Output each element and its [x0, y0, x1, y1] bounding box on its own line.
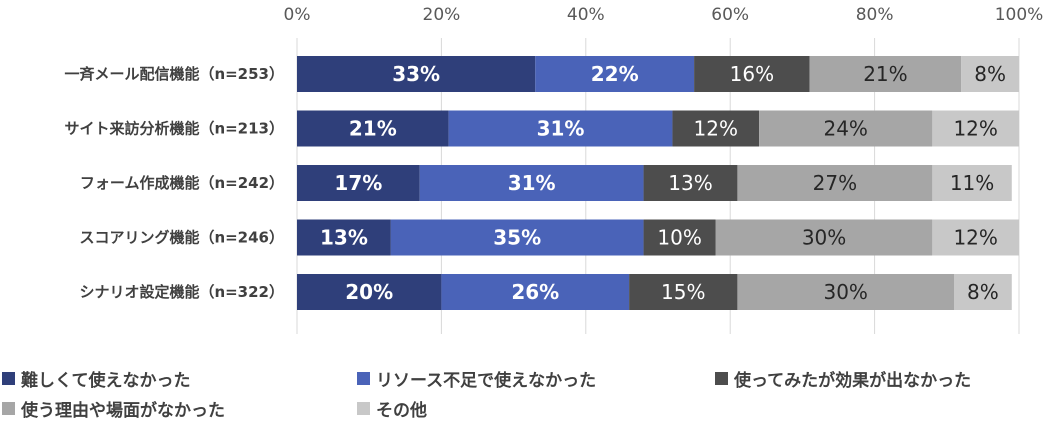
legend-label: 使ってみたが効果が出なかった — [734, 371, 972, 391]
bar-segment — [297, 219, 391, 256]
legend-swatch — [2, 402, 15, 415]
bar-segment — [672, 110, 760, 147]
bar-segment — [694, 56, 810, 92]
bar-segment — [932, 219, 1019, 256]
x-tick-label: 0% — [284, 5, 311, 25]
data-label: 12% — [953, 117, 997, 141]
bar-segment — [932, 165, 1012, 201]
bar-segment — [809, 56, 962, 92]
bar-segment — [448, 110, 673, 147]
data-label: 13% — [320, 226, 368, 250]
legend-swatch — [357, 372, 370, 385]
data-label: 8% — [974, 62, 1006, 86]
data-label: 12% — [694, 117, 738, 141]
bar-segment — [737, 165, 933, 201]
bar-segment — [643, 165, 738, 201]
x-axis-ticks: 0% 20% 40% 60% 80% 100% — [284, 5, 1044, 25]
category-label: シナリオ設定機能（n=322） — [79, 283, 284, 301]
category-label: フォーム作成機能（n=242） — [80, 174, 284, 192]
data-labels: 33% 22% 16% 21% 8% 21% 31% 12% 24% 12% 17% 31% 13% 27… — [320, 62, 1006, 304]
data-label: 11% — [950, 171, 994, 195]
bars — [297, 56, 1019, 310]
data-label: 17% — [334, 171, 382, 195]
legend: 難しくて使えなかった リソース不足で使えなかった 使ってみたが効果が出なかった使う理… — [0, 362, 1053, 421]
data-label: 21% — [863, 62, 907, 86]
x-tick-label: 20% — [423, 5, 461, 25]
bar-segment — [961, 56, 1019, 92]
data-label: 22% — [591, 62, 639, 86]
bar-segment — [297, 110, 449, 147]
data-label: 31% — [537, 117, 585, 141]
bar-segment — [715, 219, 933, 256]
category-label: サイト来訪分析機能（n=213） — [64, 120, 284, 138]
bar-segment — [932, 110, 1019, 147]
bar-segment — [297, 274, 442, 310]
legend-label: リソース不足で使えなかった — [376, 371, 597, 391]
data-label: 35% — [493, 226, 541, 250]
legend-label: その他 — [376, 401, 427, 421]
x-tick-label: 60% — [711, 5, 749, 25]
data-label: 12% — [953, 226, 997, 250]
category-labels: 一斉メール配信機能（n=253） サイト来訪分析機能（n=213） フォーム作成機能… — [64, 65, 284, 301]
legend-swatch — [715, 372, 728, 385]
legend-item: その他 — [357, 396, 427, 421]
legend-item: 使う理由や場面がなかった — [2, 396, 225, 421]
x-tick-label: 80% — [856, 5, 894, 25]
data-label: 10% — [657, 226, 701, 250]
category-label: スコアリング機能（n=246） — [79, 229, 284, 247]
data-label: 24% — [823, 117, 867, 141]
data-label: 26% — [511, 280, 559, 304]
legend-label: 使う理由や場面がなかった — [21, 401, 225, 421]
data-label: 27% — [813, 171, 857, 195]
bar-segment — [954, 274, 1012, 310]
data-label: 13% — [668, 171, 712, 195]
category-label: 一斉メール配信機能（n=253） — [64, 65, 284, 83]
legend-label: 難しくて使えなかった — [21, 371, 191, 391]
legend-item: 使ってみたが効果が出なかった — [715, 366, 971, 391]
bar-segment — [629, 274, 738, 310]
bar-segment — [297, 56, 536, 92]
bar-segment — [535, 56, 695, 92]
data-label: 21% — [349, 117, 397, 141]
data-label: 16% — [730, 62, 774, 86]
legend-swatch — [2, 372, 15, 385]
bar-segment — [297, 165, 420, 201]
bar-segment — [441, 274, 630, 310]
legend-swatch — [357, 402, 370, 415]
bar-segment — [759, 110, 933, 147]
bar-segment — [643, 219, 716, 256]
bar-segment — [419, 165, 644, 201]
x-tick-label: 100% — [995, 5, 1044, 25]
bar-segment — [390, 219, 644, 256]
data-label: 15% — [661, 280, 705, 304]
data-label: 33% — [392, 62, 440, 86]
legend-item: リソース不足で使えなかった — [357, 366, 596, 391]
legend-item: 難しくて使えなかった — [2, 366, 191, 391]
data-label: 8% — [967, 280, 999, 304]
data-label: 31% — [508, 171, 556, 195]
data-label: 30% — [802, 226, 846, 250]
bar-segment — [737, 274, 955, 310]
data-label: 30% — [823, 280, 867, 304]
data-label: 20% — [345, 280, 393, 304]
x-tick-label: 40% — [567, 5, 605, 25]
